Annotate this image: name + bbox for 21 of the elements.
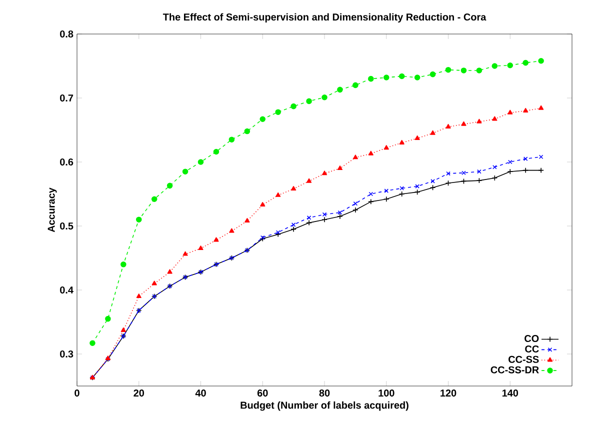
y-tick-label: 0.5 <box>60 222 74 230</box>
y-tick-label: 0.3 <box>60 350 74 358</box>
legend-label: CC-SS <box>508 356 539 363</box>
x-tick-label: 0 <box>74 390 80 397</box>
legend-label: CC-SS-DR <box>490 366 539 374</box>
x-tick-label: 100 <box>378 390 394 397</box>
y-tick-label: 0.8 <box>60 30 74 38</box>
y-tick-label: 0.7 <box>60 94 74 102</box>
x-tick-label: 140 <box>502 390 518 397</box>
x-axis-title: Budget (Number of labels acquired) <box>240 401 408 411</box>
x-tick-label: 20 <box>134 390 144 397</box>
y-axis-title: Accuracy <box>48 188 57 232</box>
y-tick-label: 0.4 <box>60 286 74 294</box>
x-tick-label: 80 <box>319 390 330 397</box>
legend-label: CO <box>524 335 539 342</box>
x-tick-label: 60 <box>257 390 268 397</box>
x-tick-label: 120 <box>440 390 456 397</box>
legend-label: CC <box>525 345 539 352</box>
x-tick-label: 40 <box>195 390 206 397</box>
chart-title: The Effect of Semi-supervision and Dimensionality Reduction - Cora <box>162 13 486 23</box>
y-tick-label: 0.6 <box>60 158 74 166</box>
